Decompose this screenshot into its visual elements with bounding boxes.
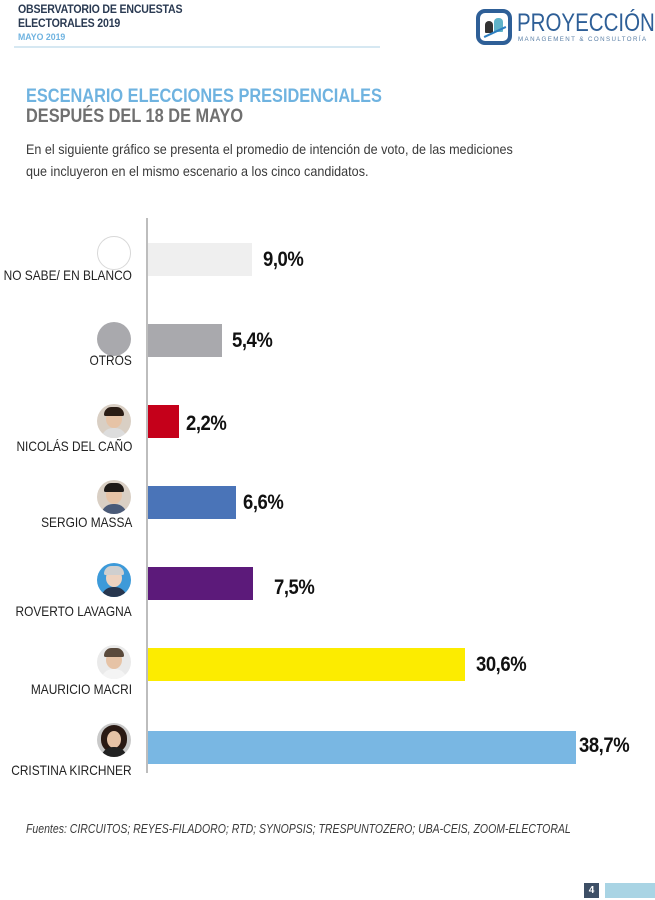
page-number: 4	[584, 883, 599, 898]
chart-row: CRISTINA KIRCHNER 38,7%	[0, 722, 655, 802]
chart-row: SERGIO MASSA 6,6%	[0, 479, 655, 559]
logo-tagline: MANAGEMENT & CONSULTORÍA	[518, 36, 648, 43]
value-label: 7,5%	[274, 576, 315, 599]
logo-name: PROYECCIÓN	[517, 9, 655, 37]
candidate-label: NO SABE/ EN BLANCO	[3, 267, 132, 283]
bar	[148, 567, 253, 600]
section-subtitle: DESPUÉS DEL 18 DE MAYO	[26, 106, 244, 127]
chart-row: OTROS 5,4%	[0, 317, 655, 397]
footer-strip	[605, 883, 655, 898]
candidate-photo-kirchner	[97, 723, 131, 757]
bar	[148, 324, 222, 357]
candidate-photo-macri	[97, 645, 131, 679]
empty-circle-icon	[97, 236, 131, 270]
report-date: MAYO 2019	[18, 32, 66, 43]
bar	[148, 648, 465, 681]
chart-row: NICOLÁS DEL CAÑO 2,2%	[0, 398, 655, 478]
report-title-line2: ELECTORALES 2019	[18, 18, 121, 30]
candidate-label: SERGIO MASSA	[40, 514, 132, 530]
value-label: 6,6%	[243, 491, 284, 514]
bar	[148, 405, 179, 438]
candidate-photo-lavagna	[97, 563, 131, 597]
candidate-label: ROVERTO LAVAGNA	[15, 603, 132, 619]
value-label: 30,6%	[476, 653, 527, 676]
value-label: 38,7%	[579, 734, 630, 757]
bar	[148, 486, 236, 519]
candidate-label: OTROS	[89, 352, 132, 368]
report-title-line1: OBSERVATORIO DE ENCUESTAS	[18, 4, 183, 16]
intro-line2: que incluyeron en el mismo escenario a l…	[26, 163, 369, 179]
header-divider	[14, 46, 380, 48]
value-label: 5,4%	[232, 329, 273, 352]
gray-circle-icon	[97, 322, 131, 356]
report-title: OBSERVATORIO DE ENCUESTAS ELECTORALES 20…	[18, 3, 183, 31]
candidate-label: CRISTINA KIRCHNER	[11, 762, 132, 778]
people-growth-chart-icon	[476, 9, 512, 45]
company-logo: PROYECCIÓN MANAGEMENT & CONSULTORÍA	[476, 9, 655, 49]
candidate-label: MAURICIO MACRI	[30, 681, 132, 697]
candidate-photo-massa	[97, 480, 131, 514]
bar	[148, 243, 252, 276]
section-title: ESCENARIO ELECCIONES PRESIDENCIALES	[26, 86, 382, 107]
chart-row: ROVERTO LAVAGNA 7,5%	[0, 560, 655, 640]
intro-text: En el siguiente gráfico se presenta el p…	[26, 138, 513, 182]
chart-row: NO SABE/ EN BLANCO 9,0%	[0, 236, 655, 316]
candidate-label: NICOLÁS DEL CAÑO	[16, 438, 132, 454]
chart-row: MAURICIO MACRI 30,6%	[0, 641, 655, 721]
sources-note: Fuentes: CIRCUITOS; REYES-FILADORO; RTD;…	[26, 822, 571, 836]
bar	[148, 731, 576, 764]
value-label: 2,2%	[186, 412, 227, 435]
intro-line1: En el siguiente gráfico se presenta el p…	[26, 141, 513, 157]
chart-axis	[146, 218, 148, 773]
value-label: 9,0%	[263, 248, 304, 271]
candidate-photo-del-cano	[97, 404, 131, 438]
